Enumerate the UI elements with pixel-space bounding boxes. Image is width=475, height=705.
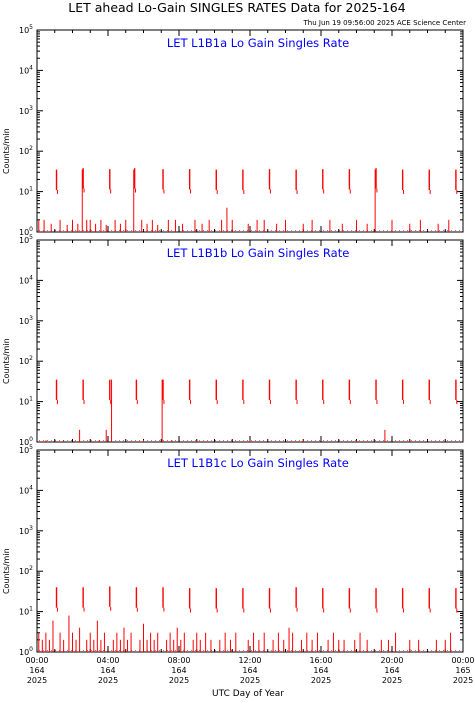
y-tick-label: 100 — [19, 646, 33, 657]
y-tick-label: 103 — [19, 105, 33, 116]
x-tick-time: 00:00 — [25, 656, 48, 665]
x-tick-year: 2025 — [453, 676, 473, 685]
timestamp-label: Thu Jun 19 09:56:00 2025 ACE Science Cen… — [303, 19, 467, 27]
x-tick-year: 2025 — [382, 676, 402, 685]
x-tick-time: 16:00 — [309, 656, 332, 665]
y-tick-label: 104 — [19, 274, 33, 285]
panel-title: LET L1B1a Lo Gain Singles Rate — [167, 36, 349, 50]
x-tick-time: 20:00 — [380, 656, 403, 665]
x-tick-time: 08:00 — [167, 656, 190, 665]
x-tick-day: 165 — [455, 666, 470, 675]
x-tick-day: 164 — [29, 666, 44, 675]
x-tick-time: 00:00 — [451, 656, 474, 665]
x-tick-day: 164 — [313, 666, 328, 675]
y-tick-label: 105 — [19, 24, 33, 35]
y-tick-label: 105 — [19, 444, 33, 455]
y-axis-label: Counts/min — [2, 128, 11, 174]
y-tick-label: 101 — [19, 186, 33, 197]
y-tick-label: 102 — [19, 565, 33, 576]
x-axis-title: UTC Day of Year — [212, 689, 284, 699]
y-tick-label: 100 — [19, 226, 33, 237]
x-tick-day: 164 — [171, 666, 186, 675]
panel-1: 100 101 102 103 104 105 Counts/min LET L1B1a Lo… — [2, 24, 464, 237]
y-axis-label: Counts/min — [2, 338, 11, 384]
y-tick-label: 101 — [19, 396, 33, 407]
x-tick-year: 2025 — [98, 676, 118, 685]
panel-title: LET L1B1c Lo Gain Singles Rate — [167, 456, 349, 470]
y-tick-label: 104 — [19, 64, 33, 75]
x-tick-day: 164 — [242, 666, 257, 675]
x-tick-day: 164 — [384, 666, 399, 675]
y-tick-label: 103 — [19, 525, 33, 536]
y-tick-label: 100 — [19, 436, 33, 447]
figure-title: LET ahead Lo-Gain SINGLES RATES Data for… — [68, 0, 405, 15]
panels-group: 100 101 102 103 104 105 Counts/min LET L1B1a Lo… — [2, 24, 475, 685]
x-tick-year: 2025 — [169, 676, 189, 685]
x-tick-time: 04:00 — [96, 656, 119, 665]
y-tick-label: 102 — [19, 355, 33, 366]
x-tick-time: 12:00 — [238, 656, 261, 665]
x-tick-year: 2025 — [311, 676, 331, 685]
x-tick-day: 164 — [100, 666, 115, 675]
plot-frame — [36, 449, 464, 653]
y-axis-label: Counts/min — [2, 548, 11, 594]
panel-2: 100 101 102 103 104 105 Counts/min LET L1B1b Lo… — [2, 234, 464, 447]
y-tick-label: 102 — [19, 145, 33, 156]
plot-frame — [36, 239, 464, 443]
y-tick-label: 104 — [19, 484, 33, 495]
x-tick-year: 2025 — [27, 676, 47, 685]
panel-title: LET L1B1b Lo Gain Singles Rate — [167, 246, 350, 260]
y-tick-label: 103 — [19, 315, 33, 326]
y-tick-label: 105 — [19, 234, 33, 245]
y-tick-label: 101 — [19, 606, 33, 617]
plot-frame — [36, 29, 464, 233]
panel-3: 100 101 102 103 104 105 Counts/min LET L1B1c Lo… — [2, 444, 475, 685]
x-tick-year: 2025 — [240, 676, 260, 685]
